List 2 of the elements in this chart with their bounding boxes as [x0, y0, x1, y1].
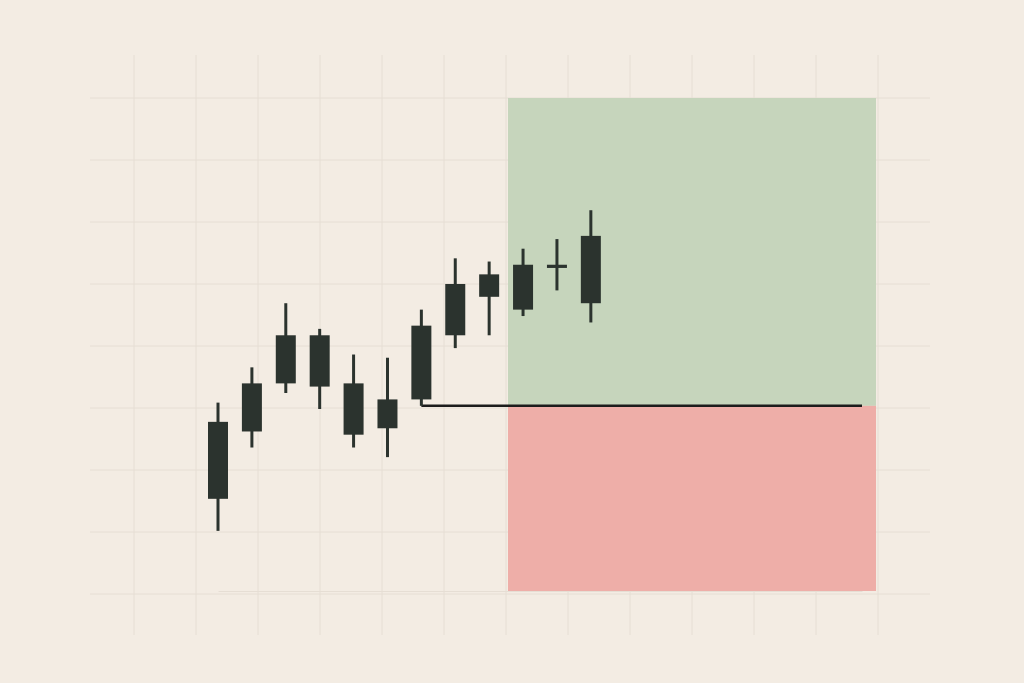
candlestick	[479, 261, 500, 336]
candlestick	[546, 239, 567, 291]
